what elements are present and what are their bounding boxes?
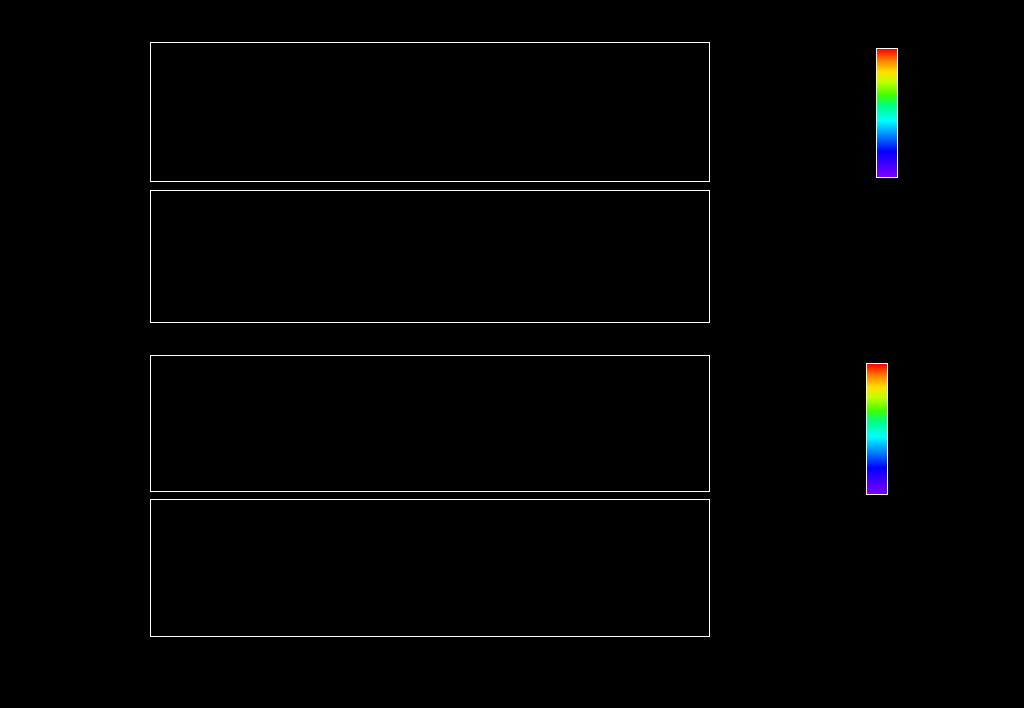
panel2-plot-area[interactable] — [150, 190, 710, 323]
panel4-plot-area[interactable] — [150, 499, 710, 637]
colorbar2-gradient — [866, 363, 888, 495]
panel1-plot-area[interactable] — [150, 42, 710, 182]
colorbar1-gradient — [876, 48, 898, 178]
panel3-plot-area[interactable] — [150, 355, 710, 492]
